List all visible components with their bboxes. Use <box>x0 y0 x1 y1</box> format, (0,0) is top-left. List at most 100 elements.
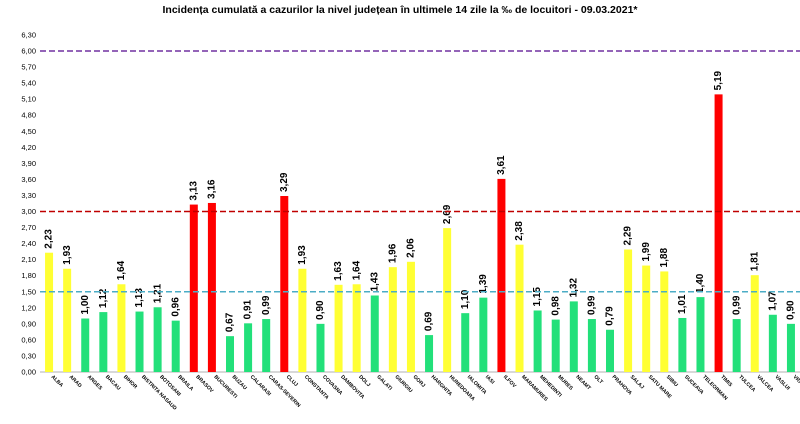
bar <box>660 271 669 372</box>
data-label: 3,29 <box>279 172 290 192</box>
data-label: 0,79 <box>605 306 616 326</box>
x-tick-label: SIBIU <box>665 374 679 388</box>
y-tick-label: 5,10 <box>21 95 36 104</box>
data-label: 1,64 <box>116 260 127 280</box>
y-tick-label: 6,30 <box>21 31 36 40</box>
x-tick-label: BRASOV <box>194 374 214 394</box>
bar <box>569 301 578 372</box>
bar <box>406 261 415 372</box>
x-tick-label: VALCEA <box>755 374 774 393</box>
bar <box>117 284 126 372</box>
x-tick-label: TIMIS <box>719 374 733 388</box>
data-label: 1,10 <box>460 289 471 309</box>
y-tick-label: 5,40 <box>21 79 36 88</box>
bar <box>99 312 108 372</box>
data-label: 1,93 <box>62 245 73 265</box>
y-tick-label: 5,70 <box>21 63 36 72</box>
x-tick-label: ALBA <box>50 374 65 389</box>
chart-title: Incidența cumulată a cazurilor la nivel … <box>162 4 638 16</box>
bar <box>624 249 633 372</box>
data-label: 0,96 <box>170 297 181 317</box>
bar <box>153 307 162 372</box>
data-label: 1,32 <box>568 277 579 297</box>
x-tick-label: BACAU <box>104 374 122 392</box>
data-label: 1,96 <box>387 243 398 263</box>
data-label: 0,99 <box>731 295 742 315</box>
y-tick-label: 3,90 <box>21 159 36 168</box>
x-tick-label: GORJ <box>412 374 427 389</box>
data-label: 0,90 <box>315 300 326 320</box>
y-tick-label: 3,60 <box>21 175 36 184</box>
data-label: 1,12 <box>98 288 109 308</box>
y-tick-label: 2,70 <box>21 223 36 232</box>
data-label: 1,81 <box>749 251 760 271</box>
x-tick-label: BISTRITA NASAUD <box>140 374 178 412</box>
y-tick-label: 0,90 <box>21 319 36 328</box>
data-label: 3,16 <box>207 179 218 199</box>
bar <box>642 265 651 372</box>
bar <box>497 178 506 372</box>
bar <box>388 267 397 372</box>
data-label: 1,88 <box>659 248 670 268</box>
data-label: 1,63 <box>333 261 344 281</box>
data-label: 1,13 <box>134 288 145 308</box>
data-label: 2,29 <box>623 226 634 246</box>
y-tick-label: 2,40 <box>21 239 36 248</box>
x-tick-label: VRANCEA <box>792 374 800 397</box>
bar <box>45 252 54 372</box>
bar <box>714 94 723 372</box>
y-tick-label: 0,30 <box>21 351 36 360</box>
data-label: 1,40 <box>695 273 706 293</box>
y-tick-label: 4,80 <box>21 111 36 120</box>
x-tick-label: IASI <box>484 374 496 386</box>
bar <box>750 275 759 372</box>
y-tick-label: 3,30 <box>21 191 36 200</box>
data-label: 0,69 <box>424 311 435 331</box>
data-label: 3,13 <box>188 181 199 201</box>
data-label: 1,21 <box>152 283 163 303</box>
bar <box>370 295 379 372</box>
data-label: 2,06 <box>406 238 417 258</box>
bar <box>63 268 72 372</box>
data-label: 1,15 <box>532 287 543 307</box>
y-tick-label: 6,00 <box>21 47 36 56</box>
bar <box>425 335 434 372</box>
data-label: 0,90 <box>786 300 797 320</box>
data-label: 0,99 <box>261 295 272 315</box>
bar <box>587 319 596 372</box>
y-tick-label: 1,50 <box>21 287 36 296</box>
x-tick-label: CLUJ <box>285 374 299 388</box>
bar <box>207 202 216 372</box>
x-tick-label: BUZAU <box>231 374 248 391</box>
x-tick-label: ILFOV <box>502 374 517 389</box>
y-tick-label: 2,10 <box>21 255 36 264</box>
data-label: 1,07 <box>767 291 778 311</box>
bar <box>768 314 777 372</box>
bar <box>551 319 560 372</box>
bar <box>678 317 687 372</box>
data-label: 0,99 <box>587 295 598 315</box>
data-label: 1,01 <box>677 294 688 314</box>
data-label: 1,64 <box>351 260 362 280</box>
bar <box>479 297 488 372</box>
data-label: 0,91 <box>243 299 254 319</box>
data-label: 3,61 <box>496 155 507 175</box>
data-label: 1,43 <box>369 272 380 292</box>
y-tick-label: 1,80 <box>21 271 36 280</box>
bar <box>533 310 542 372</box>
x-tick-label: ARGES <box>86 374 104 392</box>
data-label: 2,38 <box>514 221 525 241</box>
x-tick-label: SALAJ <box>629 374 645 390</box>
bar <box>262 319 271 372</box>
x-tick-label: TULCEA <box>737 374 756 393</box>
bar <box>732 319 741 372</box>
bar <box>786 323 795 372</box>
bar <box>280 196 289 372</box>
y-tick-label: 1,20 <box>21 303 36 312</box>
data-label: 2,23 <box>44 229 55 249</box>
bar <box>443 228 452 372</box>
data-label: 2,69 <box>442 204 453 224</box>
y-tick-label: 4,50 <box>21 127 36 136</box>
y-tick-label: 4,20 <box>21 143 36 152</box>
